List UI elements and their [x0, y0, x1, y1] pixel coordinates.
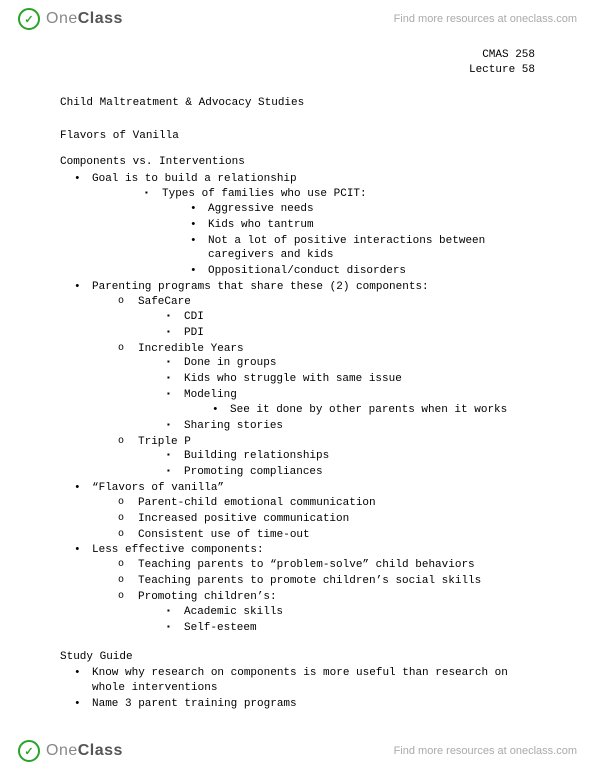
list-item: Not a lot of positive interactions betwe… — [204, 234, 535, 264]
sub-list: Types of families who use PCIT: Aggressi… — [92, 187, 535, 279]
list-item: Incredible Years Done in groups Kids who… — [134, 342, 535, 434]
sub-list: Teaching parents to “problem-solve” chil… — [92, 558, 535, 635]
list-item: Parent-child emotional communication — [134, 496, 535, 511]
brand-logo: ✓ OneClass — [18, 8, 123, 30]
list-item: “Flavors of vanilla” Parent-child emotio… — [88, 481, 535, 542]
footer-tagline: Find more resources at oneclass.com — [394, 745, 577, 757]
list-item: Know why research on components is more … — [88, 666, 535, 696]
list-item: Modeling See it done by other parents wh… — [180, 388, 535, 418]
list-item: Self-esteem — [180, 621, 535, 636]
list-item: Done in groups — [180, 356, 535, 371]
section-heading: Study Guide — [60, 650, 535, 665]
list-text: Triple P — [138, 436, 191, 448]
list-text: Types of families who use PCIT: — [162, 188, 367, 200]
list-item: CDI — [180, 310, 535, 325]
list-item: Types of families who use PCIT: Aggressi… — [158, 187, 535, 279]
list-item: Promoting compliances — [180, 465, 535, 480]
list-item: Building relationships — [180, 449, 535, 464]
footer-bar: ✓ OneClass Find more resources at onecla… — [0, 732, 595, 770]
list-item: See it done by other parents when it wor… — [226, 403, 535, 418]
sub-list: Academic skills Self-esteem — [138, 605, 535, 636]
header-tagline: Find more resources at oneclass.com — [394, 13, 577, 25]
section-heading: Components vs. Interventions — [60, 155, 535, 170]
logo-text: OneClass — [46, 742, 123, 760]
sub-list: Parent-child emotional communication Inc… — [92, 496, 535, 543]
document-content: CMAS 258 Lecture 58 Child Maltreatment &… — [0, 38, 595, 723]
list-text: Parenting programs that share these (2) … — [92, 281, 429, 293]
list-item: Name 3 parent training programs — [88, 697, 535, 712]
sub-list: Done in groups Kids who struggle with sa… — [138, 356, 535, 433]
list-text: Goal is to build a relationship — [92, 173, 297, 185]
list-item: Kids who struggle with same issue — [180, 372, 535, 387]
list-item: Triple P Building relationships Promotin… — [134, 435, 535, 481]
list-item: Goal is to build a relationship Types of… — [88, 172, 535, 279]
list-item: Aggressive needs — [204, 202, 535, 217]
logo-text: OneClass — [46, 10, 123, 28]
logo-word-class: Class — [78, 742, 123, 759]
sub-list: SafeCare CDI PDI Incredible Years Done i… — [92, 295, 535, 480]
course-code: CMAS 258 — [60, 48, 535, 63]
list-item: Parenting programs that share these (2) … — [88, 280, 535, 480]
sub-list: Aggressive needs Kids who tantrum Not a … — [162, 202, 535, 279]
list-item: Less effective components: Teaching pare… — [88, 543, 535, 635]
list-item: Consistent use of time-out — [134, 528, 535, 543]
logo-word-one: One — [46, 742, 78, 759]
sub-list: CDI PDI — [138, 310, 535, 341]
list-item: SafeCare CDI PDI — [134, 295, 535, 341]
list-text: “Flavors of vanilla” — [92, 482, 224, 494]
sub-list: Building relationships Promoting complia… — [138, 449, 535, 480]
list-item: Academic skills — [180, 605, 535, 620]
list-text: Promoting children’s: — [138, 591, 277, 603]
list-item: PDI — [180, 326, 535, 341]
list-text: SafeCare — [138, 296, 191, 308]
course-header: CMAS 258 Lecture 58 — [60, 48, 535, 78]
list-item: Increased positive communication — [134, 512, 535, 527]
doc-subtitle: Flavors of Vanilla — [60, 129, 535, 144]
brand-logo: ✓ OneClass — [18, 740, 123, 762]
list-item: Sharing stories — [180, 419, 535, 434]
logo-word-class: Class — [78, 10, 123, 27]
logo-word-one: One — [46, 10, 78, 27]
header-bar: ✓ OneClass Find more resources at onecla… — [0, 0, 595, 38]
main-list: Goal is to build a relationship Types of… — [60, 172, 535, 635]
list-text: Less effective components: — [92, 544, 264, 556]
sub-list: See it done by other parents when it wor… — [184, 403, 535, 418]
list-item: Promoting children’s: Academic skills Se… — [134, 590, 535, 636]
lecture-number: Lecture 58 — [60, 63, 535, 78]
logo-icon: ✓ — [18, 740, 40, 762]
list-item: Oppositional/conduct disorders — [204, 264, 535, 279]
logo-icon: ✓ — [18, 8, 40, 30]
doc-title: Child Maltreatment & Advocacy Studies — [60, 96, 535, 111]
list-text: Incredible Years — [138, 343, 244, 355]
list-item: Teaching parents to promote children’s s… — [134, 574, 535, 589]
list-item: Kids who tantrum — [204, 218, 535, 233]
list-text: Modeling — [184, 389, 237, 401]
study-guide-list: Know why research on components is more … — [60, 666, 535, 712]
list-item: Teaching parents to “problem-solve” chil… — [134, 558, 535, 573]
